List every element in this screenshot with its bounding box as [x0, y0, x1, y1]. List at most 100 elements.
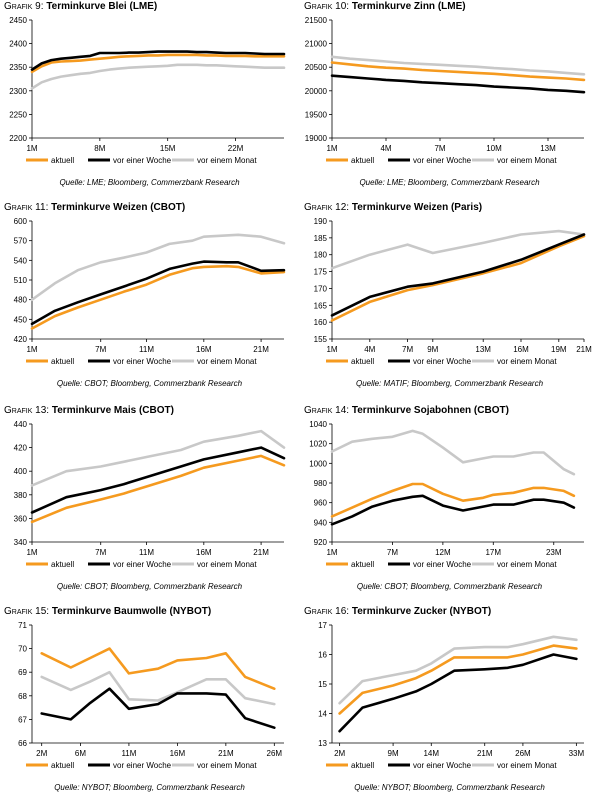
legend-label: aktuell [51, 761, 74, 770]
y-tick-label: 980 [314, 479, 328, 488]
x-tick-label: 11M [139, 345, 154, 354]
x-tick-label: 26M [515, 749, 531, 758]
x-tick-label: 7M [95, 548, 106, 557]
line-chart: 19000 19500 20000 20500 21000 21500 1M 4M 7M 10M 1… [305, 16, 586, 165]
y-tick-label: 170 [314, 284, 328, 293]
chart-panel-3: Grafik 11: Terminkurve Weizen (CBOT) 420 4… [0, 201, 299, 402]
chart-title-text: Terminkurve Sojabohnen (CBOT) [351, 405, 509, 416]
x-tick-label: 26M [267, 749, 283, 758]
y-tick-label: 360 [14, 514, 28, 523]
y-tick-label: 2250 [9, 110, 27, 119]
x-tick-label: 11M [121, 749, 136, 758]
y-tick-label: 20000 [305, 87, 328, 96]
x-tick-label: 17M [485, 548, 501, 557]
y-tick-label: 19000 [305, 134, 328, 143]
x-tick-label: 21M [477, 749, 493, 758]
grafik-number: 15: [32, 606, 52, 617]
grafik-label: Grafik [4, 1, 33, 12]
x-tick-label: 21M [218, 749, 234, 758]
source-note: Quelle: CBOT; Bloomberg, Commerzbank Res… [56, 582, 243, 591]
grafik-label: Grafik [4, 405, 33, 416]
series-line-monat [330, 429, 576, 476]
source-note: Quelle: NYBOT; Bloomberg, Commerzbank Re… [354, 783, 545, 792]
grafik-label: Grafik [4, 202, 33, 213]
x-tick-label: 1M [26, 144, 37, 153]
y-tick-label: 1000 [309, 459, 327, 468]
source-note: Quelle: MATIF; Bloomberg, Commerzbank Re… [355, 379, 544, 388]
x-tick-label: 19M [551, 345, 567, 354]
y-tick-label: 20500 [305, 63, 328, 72]
line-chart: 155 160 165 170 175 180 185 190 1M 4M 7M 9M 13M 16M 19… [314, 217, 592, 366]
x-tick-label: 2M [334, 749, 345, 758]
chart-panel-4: Grafik 12: Terminkurve Weizen (Paris) 155… [300, 201, 599, 402]
chart-title-text: Terminkurve Weizen (Paris) [351, 202, 483, 213]
legend-label: vor einem Monat [497, 560, 557, 569]
legend-label: vor einer Woche [113, 156, 172, 165]
series-line-aktuell [330, 482, 576, 518]
y-tick-label: 21000 [305, 40, 328, 49]
source-note: Quelle: NYBOT; Bloomberg, Commerzbank Re… [54, 783, 245, 792]
series-line-monat [330, 229, 586, 270]
source-note: Quelle: LME; Bloomberg, Commerzbank Rese… [359, 178, 540, 187]
y-tick-label: 68 [18, 692, 27, 701]
series-line-woche [330, 233, 586, 317]
grafik-number: 13: [32, 405, 52, 416]
y-tick-label: 2200 [9, 134, 27, 143]
chart-title: Grafik 9: Terminkurve Blei (LME) [4, 1, 157, 12]
line-chart: 420 450 480 510 540 570 600 1M 7M 11M 16M 21M aktuel… [14, 217, 286, 366]
series-line-aktuell [40, 647, 276, 690]
x-tick-label: 7M [95, 345, 106, 354]
x-tick-label: 1M [26, 345, 37, 354]
x-tick-label: 16M [170, 749, 186, 758]
grafik-number: 9: [32, 1, 47, 12]
x-tick-label: 7M [402, 345, 413, 354]
x-tick-label: 21M [253, 345, 269, 354]
y-tick-label: 450 [14, 315, 28, 324]
x-tick-label: 13M [540, 144, 556, 153]
chart-title-text: Terminkurve Zinn (LME) [351, 1, 466, 12]
y-tick-label: 21500 [305, 16, 328, 25]
chart-title-text: Terminkurve Weizen (CBOT) [51, 202, 186, 213]
line-chart: 2200 2250 2300 2350 2400 2450 1M 8M 15M 22M aktuel… [9, 16, 286, 165]
legend-label: vor einer Woche [113, 761, 172, 770]
x-tick-label: 16M [513, 345, 529, 354]
chart-title: Grafik 12: Terminkurve Weizen (Paris) [304, 202, 482, 213]
chart-title: Grafik 11: Terminkurve Weizen (CBOT) [4, 202, 185, 213]
grafik-label: Grafik [304, 202, 333, 213]
legend-label: vor einem Monat [197, 357, 257, 366]
x-tick-label: 14M [423, 749, 439, 758]
legend-label: vor einer Woche [413, 761, 472, 770]
legend-label: vor einer Woche [113, 357, 172, 366]
y-tick-label: 15 [318, 680, 327, 689]
y-tick-label: 71 [18, 621, 27, 630]
x-tick-label: 33M [569, 749, 585, 758]
x-tick-label: 13M [475, 345, 491, 354]
source-note: Quelle: CBOT; Bloomberg, Commerzbank Res… [356, 582, 543, 591]
grafik-label: Grafik [304, 405, 333, 416]
y-tick-label: 160 [314, 318, 328, 327]
series-line-aktuell [30, 264, 286, 330]
grafik-number: 16: [332, 606, 352, 617]
y-tick-label: 190 [314, 217, 328, 226]
y-tick-label: 67 [18, 715, 27, 724]
y-tick-label: 510 [14, 276, 28, 285]
legend-label: vor einer Woche [413, 357, 472, 366]
x-tick-label: 9M [388, 749, 399, 758]
y-tick-label: 19500 [305, 110, 328, 119]
x-tick-label: 1M [326, 345, 337, 354]
y-tick-label: 17 [318, 621, 327, 630]
x-tick-label: 15M [160, 144, 176, 153]
line-chart: 340 360 380 400 420 440 1M 7M 11M 16M 21M aktuell vo… [14, 420, 286, 569]
series-line-aktuell [30, 53, 286, 74]
legend-label: vor einem Monat [497, 761, 557, 770]
legend-label: aktuell [351, 761, 374, 770]
y-tick-label: 185 [314, 234, 328, 243]
legend-label: aktuell [51, 357, 74, 366]
x-tick-label: 7M [387, 548, 398, 557]
x-tick-label: 16M [196, 345, 212, 354]
source-note: Quelle: CBOT; Bloomberg, Commerzbank Res… [56, 379, 243, 388]
chart-panel-5: Grafik 13: Terminkurve Mais (CBOT) 340 360… [0, 404, 299, 605]
series-line-woche [30, 50, 286, 71]
x-tick-label: 12M [435, 548, 451, 557]
legend-label: vor einer Woche [413, 560, 472, 569]
